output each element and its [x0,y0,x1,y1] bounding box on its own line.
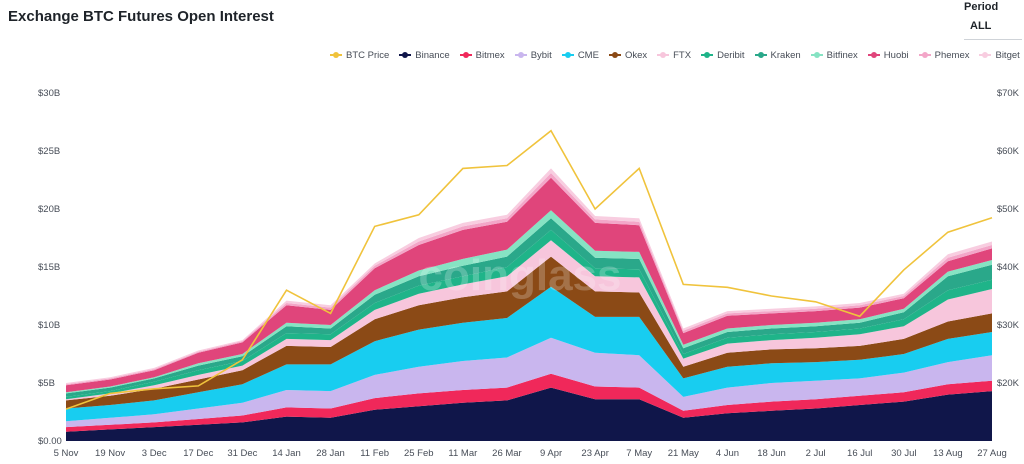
y-tick-right: $60K [997,146,1020,157]
legend-item-btc-price[interactable]: BTC Price [330,49,389,61]
legend-swatch-deribit [701,49,714,61]
x-tick-label: 14 Jan [272,448,301,459]
x-tick-label: 27 Aug [977,448,1007,459]
legend-swatch-cme [561,49,574,61]
y-tick-right: $20K [997,378,1020,389]
x-tick-label: 5 Nov [54,448,79,459]
area-series-ftx [66,240,992,401]
area-series-bitmex [66,373,992,432]
chart-watermark: coinglass [419,251,622,300]
legend-swatch-ftx [657,49,670,61]
legend-swatch-phemex [918,49,931,61]
legend-item-bitget[interactable]: Bitget [979,49,1020,61]
area-series-cme [66,286,992,422]
area-series-binance [66,387,992,441]
y-tick-right: $40K [997,262,1020,273]
area-series-deribit [66,229,992,400]
period-label: Period [964,1,999,13]
legend-label-huobi: Huobi [883,49,909,61]
legend-item-bitmex[interactable]: Bitmex [459,49,505,61]
x-tick-label: 13 Aug [933,448,963,459]
legend-item-bybit[interactable]: Bybit [514,49,552,61]
y-tick-right: $70K [997,88,1020,99]
x-tick-label: 9 Apr [540,448,562,459]
y-tick-left: $20B [38,204,60,215]
legend-swatch-binance [399,49,412,61]
x-tick-label: 4 Jun [716,448,739,459]
x-tick-label: 2 Jul [806,448,826,459]
legend-swatch-bybit [514,49,527,61]
y-tick-left: $30B [38,88,60,99]
x-tick-label: 11 Mar [448,448,477,459]
line-series-btc-price [65,129,993,410]
legend-item-binance[interactable]: Binance [399,49,450,61]
x-tick-label: 3 Dec [142,448,167,459]
x-tick-label: 25 Feb [404,448,434,459]
legend-swatch-kraken [754,49,767,61]
period-select[interactable]: ALL [970,20,992,32]
x-tick-label: 16 Jul [847,448,872,459]
x-tick-label: 30 Jul [891,448,916,459]
legend-label-btc-price: BTC Price [346,49,390,61]
legend-item-deribit[interactable]: Deribit [701,49,745,61]
area-series-bybit [66,337,992,428]
legend-label-bitfinex: Bitfinex [826,49,858,61]
chart-legend: BTC Price Binance Bitmex Bybit CME Okex FTX Der… [330,49,1020,61]
x-tick-label: 7 May [626,448,652,459]
x-tick-label: 19 Nov [95,448,125,459]
legend-label-okex: Okex [624,49,648,61]
y-tick-left: $10B [38,320,60,331]
x-tick-label: 28 Jan [316,448,345,459]
legend-item-ftx[interactable]: FTX [657,49,691,61]
legend-swatch-okex [608,49,621,61]
legend-label-cme: CME [577,49,599,61]
legend-label-ftx: FTX [673,49,692,61]
y-tick-left: $15B [38,262,60,273]
x-tick-label: 18 Jun [757,448,786,459]
legend-label-binance: Binance [415,49,450,61]
area-series-okex [66,256,992,409]
area-series-kraken [66,218,992,397]
legend-label-phemex: Phemex [934,49,970,61]
x-tick-label: 17 Dec [183,448,213,459]
y-tick-left: $0.00 [38,436,62,447]
y-tick-left: $5B [38,378,55,389]
legend-label-deribit: Deribit [717,49,745,61]
legend-label-kraken: Kraken [770,49,801,61]
period-underline [964,39,1022,40]
legend-item-bitfinex[interactable]: Bitfinex [810,49,858,61]
x-tick-label: 23 Apr [581,448,608,459]
legend-swatch-btc-price [330,49,342,61]
legend-swatch-bitfinex [810,49,823,61]
legend-label-bitmex: Bitmex [475,49,505,61]
x-tick-label: 11 Feb [360,448,389,459]
y-tick-left: $25B [38,146,60,157]
legend-swatch-bitget [979,49,992,61]
area-series-huobi [66,177,992,393]
legend-item-huobi[interactable]: Huobi [867,49,909,61]
x-tick-label: 31 Dec [227,448,257,459]
legend-label-bybit: Bybit [530,49,552,61]
legend-item-okex[interactable]: Okex [608,49,648,61]
y-tick-right: $30K [997,320,1020,331]
legend-label-bitget: Bitget [995,49,1020,61]
legend-item-cme[interactable]: CME [561,49,599,61]
page-title: Exchange BTC Futures Open Interest [8,8,274,25]
legend-swatch-huobi [867,49,880,61]
legend-item-kraken[interactable]: Kraken [754,49,801,61]
legend-item-phemex[interactable]: Phemex [918,49,970,61]
x-tick-label: 26 Mar [492,448,522,459]
y-tick-right: $50K [997,204,1020,215]
legend-swatch-bitmex [459,49,472,61]
x-tick-label: 21 May [668,448,699,459]
